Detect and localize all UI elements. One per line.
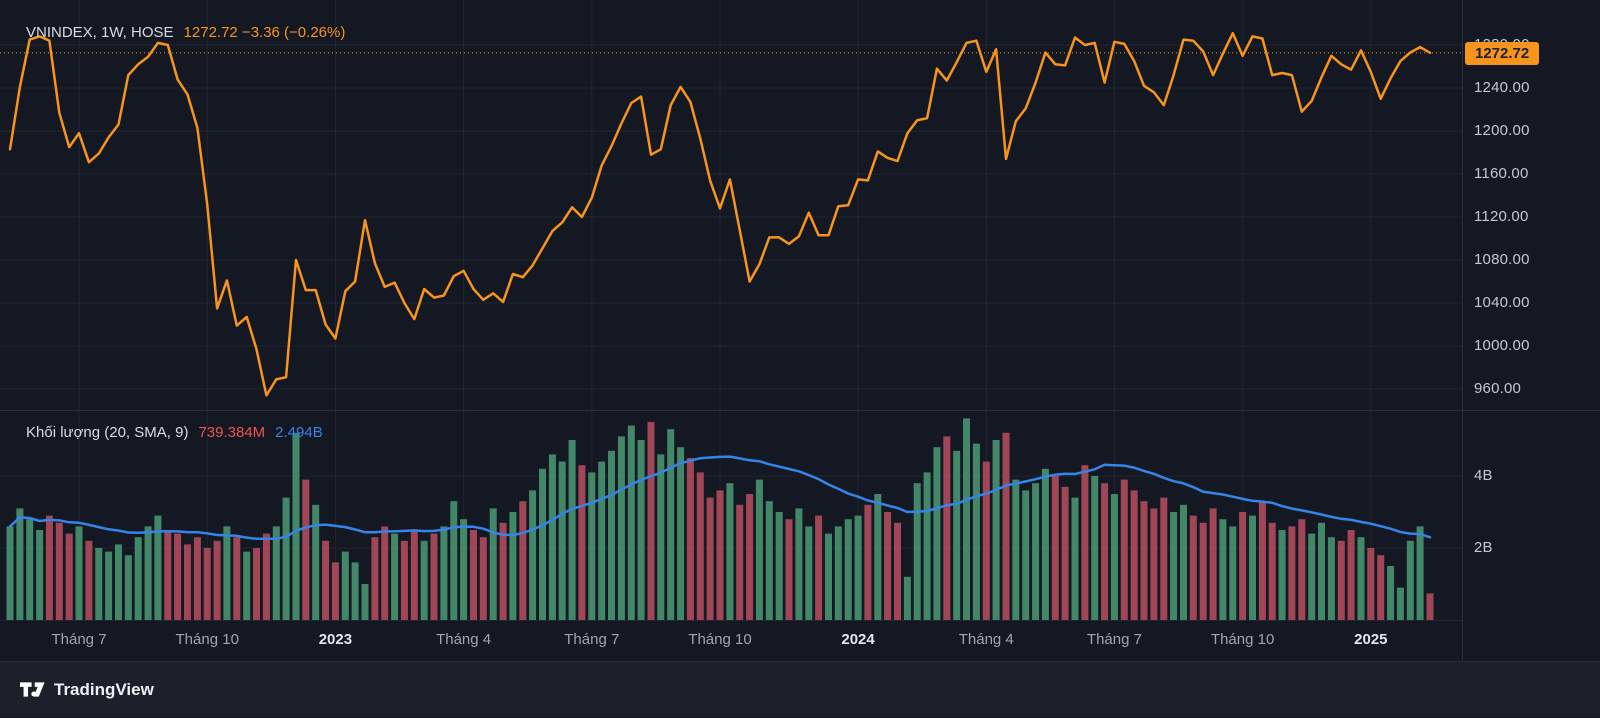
grid-lines — [0, 0, 1462, 620]
price-summary: 1272.72 −3.36 (−0.26%) — [183, 24, 346, 41]
pane-divider[interactable] — [0, 410, 1600, 411]
volume-indicator-title[interactable]: Khối lượng (20, SMA, 9) — [26, 424, 189, 441]
time-scale-label: Tháng 10 — [175, 631, 239, 648]
time-scale-label: Tháng 10 — [688, 631, 752, 648]
symbol-title[interactable]: VNINDEX, 1W, HOSE — [26, 24, 174, 41]
price-scale-label: 1240.00 — [1474, 79, 1530, 96]
time-scale[interactable]: Tháng 7 Tháng 10 2023 Tháng 4 Tháng 7 Tháng 1… — [0, 620, 1462, 661]
volume-scale-label: 2B — [1474, 539, 1493, 556]
price-line-series — [8, 31, 1432, 397]
time-scale-label: Tháng 7 — [51, 631, 107, 648]
time-scale-label: Tháng 4 — [436, 631, 492, 648]
time-scale-label: Tháng 7 — [1086, 631, 1142, 648]
volume-current-value: 739.384M — [198, 424, 266, 441]
volume-scale-label: 4B — [1474, 467, 1493, 484]
price-scale-label: 960.00 — [1474, 380, 1522, 397]
symbol-legend[interactable]: VNINDEX, 1W, HOSE 1272.72 −3.36 (−0.26%) — [26, 24, 345, 41]
time-scale-label: Tháng 4 — [958, 631, 1014, 648]
volume-sma-value: 2.494B — [275, 424, 323, 441]
price-scale[interactable]: 1272.72 1280.001240.001200.001160.001120… — [1462, 0, 1600, 660]
price-scale-label: 1200.00 — [1474, 122, 1530, 139]
price-scale-label: 1160.00 — [1474, 165, 1529, 182]
time-axis-divider — [0, 620, 1462, 621]
footer-bar: TradingView — [0, 661, 1600, 717]
time-scale-label: 2023 — [318, 631, 353, 648]
last-price-badge: 1272.72 — [1465, 41, 1540, 65]
price-scale-label: 1040.00 — [1474, 294, 1530, 311]
tradingview-logo-icon[interactable] — [20, 682, 45, 697]
price-scale-label: 1080.00 — [1474, 251, 1530, 268]
time-scale-label: Tháng 10 — [1210, 631, 1275, 648]
price-volume-chart-canvas[interactable] — [0, 0, 1462, 620]
volume-indicator-legend[interactable]: Khối lượng (20, SMA, 9) 739.384M 2.494B — [26, 424, 323, 441]
time-scale-label: 2025 — [1354, 631, 1388, 648]
tradingview-brand-text[interactable]: TradingView — [54, 679, 154, 699]
time-scale-label: 2024 — [841, 631, 875, 648]
price-scale-label: 1120.00 — [1474, 208, 1529, 225]
price-scale-label: 1000.00 — [1474, 337, 1530, 354]
volume-sma-line — [8, 455, 1432, 541]
volume-bars — [6, 418, 1434, 620]
time-scale-label: Tháng 7 — [564, 631, 620, 648]
